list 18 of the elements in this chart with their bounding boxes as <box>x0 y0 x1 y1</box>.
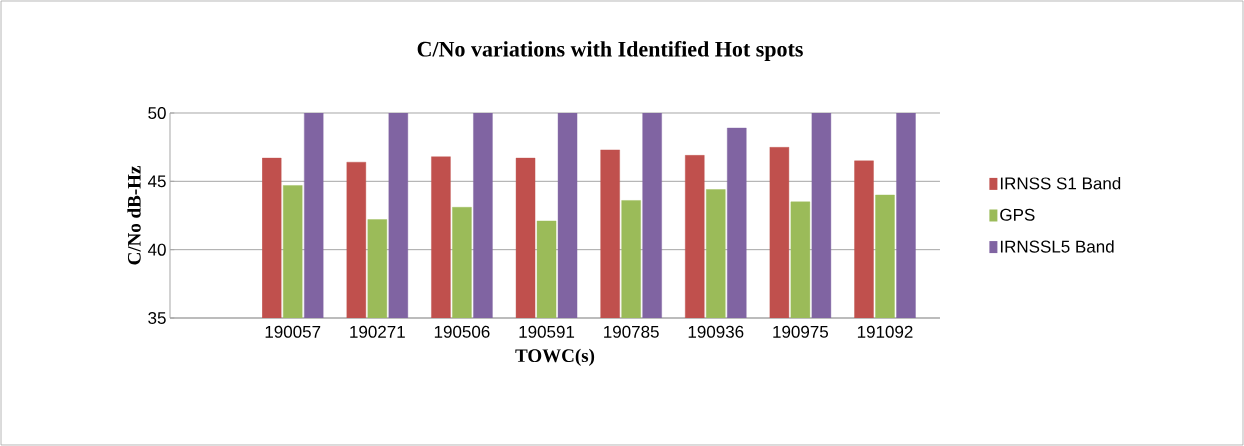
x-tick-label: 190785 <box>604 325 659 338</box>
x-tick-label: 190506 <box>434 325 490 338</box>
y-tick-label: 45 <box>147 175 166 188</box>
x-tick-label: 190936 <box>688 325 744 338</box>
legend-label: IRNSS S1 Band <box>1000 176 1121 190</box>
y-tick-label: 40 <box>147 243 166 256</box>
y-axis-title: C/No dB-Hz <box>127 166 141 265</box>
x-tick-label: 190591 <box>519 325 575 338</box>
x-tick-label: 190057 <box>265 325 321 338</box>
x-tick-label: 190271 <box>350 325 405 338</box>
chart-title: C/No variations with Identified Hot spots <box>417 40 803 62</box>
x-tick-label: 191092 <box>857 325 913 338</box>
legend-label: GPS <box>1000 208 1035 221</box>
y-tick-label: 50 <box>148 106 166 120</box>
legend-label: IRNSSL5 Band <box>1000 240 1114 253</box>
x-tick-label: 190975 <box>773 325 829 338</box>
x-axis-title: TOWC(s) <box>515 348 595 366</box>
y-tick-label: 35 <box>148 311 166 325</box>
